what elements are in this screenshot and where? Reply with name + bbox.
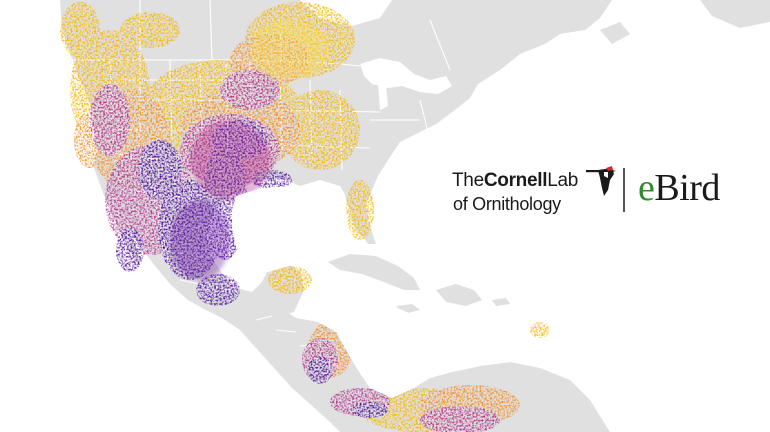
ebird-wordmark: eBird xyxy=(638,166,720,210)
newfoundland xyxy=(600,22,630,44)
woodpecker-icon xyxy=(586,166,616,196)
cornell-lab-subtitle: of Ornithology xyxy=(453,194,561,214)
caribbean-sea-gap xyxy=(300,296,540,398)
logo-divider xyxy=(623,168,625,212)
density-glow xyxy=(170,20,330,280)
hispaniola-island xyxy=(436,284,482,306)
gulf-of-mexico xyxy=(232,186,348,272)
branding-logos: TheCornellLab of Ornithology eBird xyxy=(452,164,742,220)
cornell-prefix: The xyxy=(452,170,484,191)
greenland-edge xyxy=(700,0,770,28)
cornell-lab-wordmark: TheCornellLab xyxy=(452,170,578,192)
cornell-bold: Cornell xyxy=(483,170,548,191)
ebird-rest: Bird xyxy=(654,167,720,209)
cornell-suffix: Lab xyxy=(547,170,579,191)
central-america-borders xyxy=(255,315,339,367)
ebird-e: e xyxy=(638,167,655,209)
puerto-rico-island xyxy=(492,298,510,306)
arctic-islands xyxy=(380,0,470,22)
cuba-island xyxy=(328,254,420,290)
lake-michigan xyxy=(378,84,388,110)
